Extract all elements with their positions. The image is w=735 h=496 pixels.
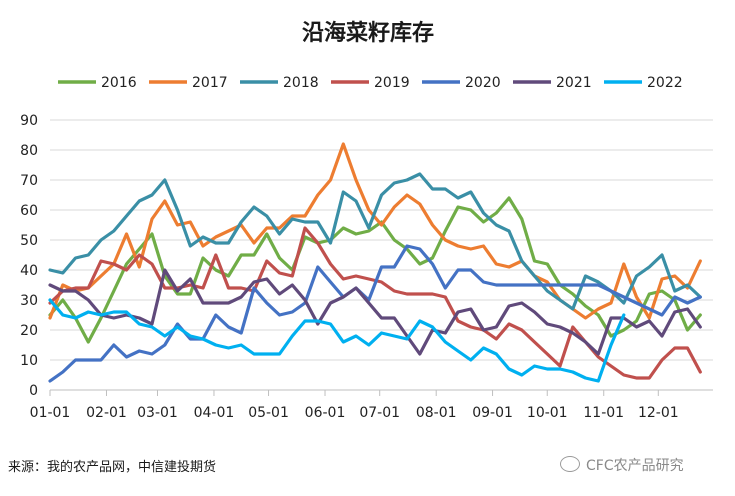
y-tick-label: 10 — [20, 353, 38, 369]
series-line-2019 — [48, 226, 702, 380]
legend-label-2019: 2019 — [374, 75, 410, 91]
x-tick-label: 06-01 — [305, 405, 346, 421]
x-tick-label: 11-01 — [583, 405, 624, 421]
source-note: 来源：我的农产品网，中信建投期货 — [8, 460, 217, 475]
y-tick-label: 30 — [20, 293, 38, 309]
series-line-2018 — [48, 172, 702, 311]
x-tick-label: 04-01 — [194, 405, 235, 421]
x-tick-label: 05-01 — [248, 405, 289, 421]
x-tick-label: 02-01 — [86, 405, 127, 421]
wechat-icon — [560, 456, 580, 472]
legend-label-2022: 2022 — [647, 75, 683, 91]
legend-label-2017: 2017 — [192, 75, 228, 91]
grid — [50, 119, 713, 361]
x-tick-label: 12-01 — [638, 405, 679, 421]
axes: 0 10 20 30 40 50 60 70 80 90 01-01 02-01 03-01 04-01 0… — [20, 113, 713, 421]
series-lines — [48, 142, 702, 383]
watermark: CFC农产品研究 — [560, 455, 684, 475]
x-tick-label: 01-01 — [30, 405, 71, 421]
legend-label-2021: 2021 — [556, 75, 592, 91]
series-line-2016 — [48, 196, 702, 344]
x-tick-label: 10-01 — [527, 405, 568, 421]
x-tick-label: 09-01 — [472, 405, 513, 421]
legend-label-2020: 2020 — [465, 75, 501, 91]
y-tick-label: 80 — [20, 143, 38, 159]
y-tick-label: 60 — [20, 203, 38, 219]
y-tick-label: 0 — [29, 383, 38, 399]
y-tick-label: 90 — [20, 113, 38, 129]
y-tick-label: 20 — [20, 323, 38, 339]
series-line-2021 — [48, 268, 702, 356]
series-line-2022 — [48, 298, 626, 383]
y-tick-label: 40 — [20, 263, 38, 279]
series-line-2020 — [48, 244, 702, 383]
y-tick-label: 70 — [20, 173, 38, 189]
legend: 2016 2017 2018 2019 2020 2021 2022 — [58, 75, 683, 91]
y-tick-label: 50 — [20, 233, 38, 249]
legend-label-2016: 2016 — [101, 75, 137, 91]
chart-title: 沿海菜籽库存 — [302, 20, 434, 46]
x-tick-label: 03-01 — [137, 405, 178, 421]
series-line-2017 — [48, 142, 702, 320]
x-tick-label: 07-01 — [359, 405, 400, 421]
legend-label-2018: 2018 — [283, 75, 319, 91]
watermark-label: CFC农产品研究 — [586, 458, 684, 474]
x-tick-label: 08-01 — [416, 405, 457, 421]
